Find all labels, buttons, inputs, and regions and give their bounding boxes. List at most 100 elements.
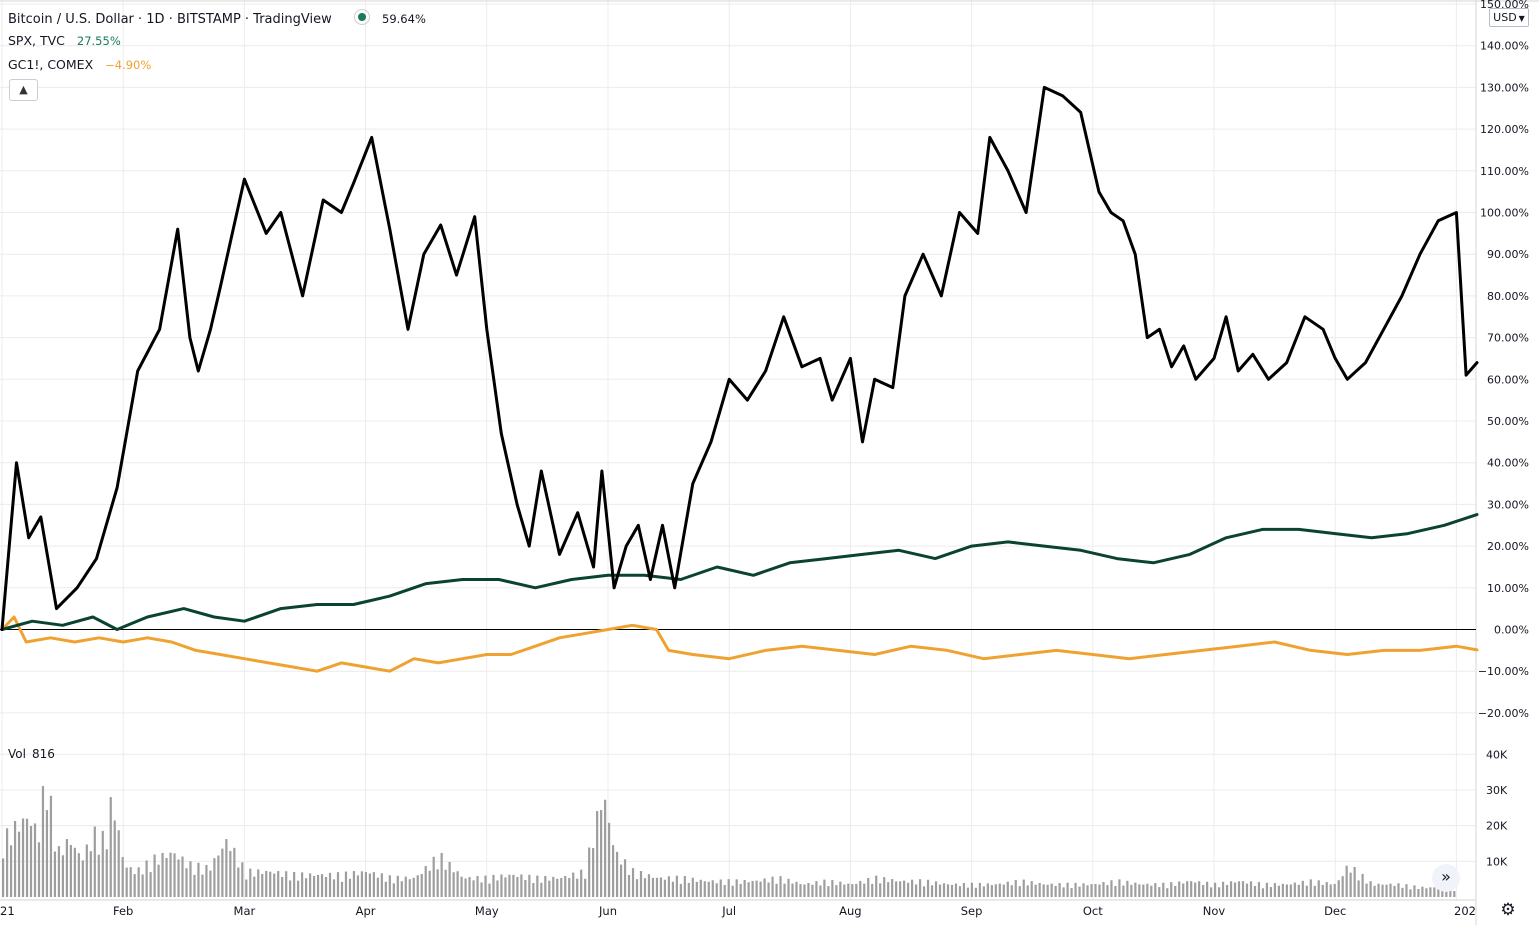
volume-bar xyxy=(1106,885,1109,897)
volume-bar xyxy=(1142,884,1145,897)
volume-bar xyxy=(229,851,232,897)
volume-bar xyxy=(651,877,655,897)
volume-bar xyxy=(1349,872,1352,897)
volume-bar xyxy=(1014,880,1017,897)
volume-bar xyxy=(767,882,770,897)
volume-bar xyxy=(1078,886,1081,897)
legend-gold-row[interactable]: GC1!, COMEX −4.90% xyxy=(8,57,151,73)
volume-bar xyxy=(261,873,264,897)
volume-bar xyxy=(301,872,304,897)
spx-symbol-label[interactable]: SPX, TVC xyxy=(8,33,65,48)
volume-bar xyxy=(217,855,220,897)
volume-bar xyxy=(739,883,742,897)
volume-bar xyxy=(759,881,762,897)
gear-icon[interactable]: ⚙ xyxy=(1500,900,1516,920)
volume-legend[interactable]: Vol 816 xyxy=(8,746,55,762)
volume-bar xyxy=(13,821,17,897)
volume-bar xyxy=(121,857,124,897)
volume-bar xyxy=(21,818,25,897)
volume-bar xyxy=(169,852,172,897)
volume-bar xyxy=(779,876,782,897)
scroll-to-realtime-button[interactable]: » xyxy=(1432,864,1460,892)
volume-bar xyxy=(807,882,810,897)
price-tick-label: 150.00% xyxy=(1480,0,1529,11)
volume-bar xyxy=(316,874,320,897)
volume-bar xyxy=(25,818,29,897)
price-tick-label: 0.00% xyxy=(1494,624,1529,637)
gold-symbol-label[interactable]: GC1!, COMEX xyxy=(8,57,94,72)
volume-bar xyxy=(340,881,344,897)
volume-bar xyxy=(1221,881,1225,897)
market-status-icon xyxy=(353,9,370,25)
volume-bar xyxy=(77,853,80,897)
volume-bar xyxy=(1353,867,1356,897)
volume-bar xyxy=(1453,891,1456,897)
volume-bar xyxy=(843,884,846,897)
volume-bar xyxy=(1401,887,1404,897)
volume-bar xyxy=(639,871,643,897)
volume-bar xyxy=(611,845,615,897)
time-tick-label: Mar xyxy=(234,904,256,918)
volume-bar xyxy=(1190,881,1193,897)
volume-bar xyxy=(1154,883,1157,897)
volume-bar xyxy=(875,875,878,897)
collapse-legend-button[interactable]: ▲ xyxy=(9,79,38,101)
volume-bar xyxy=(903,880,906,897)
volume-bar xyxy=(281,877,284,897)
volume-bar xyxy=(1373,885,1376,897)
volume-bar xyxy=(544,875,547,897)
volume-bar xyxy=(129,867,132,897)
volume-bar xyxy=(1381,884,1384,897)
legend-main-row[interactable]: Bitcoin / U.S. Dollar · 1D · BITSTAMP · … xyxy=(8,9,426,28)
volume-bar xyxy=(727,879,730,897)
volume-bar xyxy=(667,876,671,897)
volume-bar xyxy=(1098,884,1101,897)
volume-bar xyxy=(400,881,403,897)
volume-bar xyxy=(269,871,272,897)
volume-bar xyxy=(922,886,926,897)
volume-tick-label: 20K xyxy=(1486,820,1508,833)
volume-bar xyxy=(372,872,375,897)
volume-bar xyxy=(930,885,934,897)
volume-bar xyxy=(193,874,196,897)
volume-bar xyxy=(1249,881,1253,897)
volume-value: 816 xyxy=(31,747,55,761)
price-tick-label: 60.00% xyxy=(1487,373,1529,386)
volume-tick-label: 10K xyxy=(1486,855,1508,868)
volume-bar xyxy=(1281,883,1284,897)
volume-bar xyxy=(659,877,663,897)
volume-bar xyxy=(324,876,328,897)
volume-bar xyxy=(488,883,491,897)
volume-bar xyxy=(867,878,870,897)
volume-bar xyxy=(241,862,244,897)
volume-bar xyxy=(1309,879,1312,897)
main-symbol-label[interactable]: Bitcoin / U.S. Dollar · 1D · BITSTAMP · … xyxy=(8,12,332,27)
volume-bar xyxy=(962,882,966,897)
volume-bar xyxy=(703,881,706,897)
volume-bar xyxy=(5,828,9,897)
volume-bar xyxy=(1341,876,1344,897)
volume-bar xyxy=(1038,882,1041,897)
volume-bar xyxy=(460,876,463,897)
volume-bar xyxy=(41,786,45,897)
volume-bar xyxy=(926,879,930,897)
volume-bar xyxy=(891,879,894,897)
volume-bar xyxy=(1317,880,1320,897)
legend-spx-row[interactable]: SPX, TVC 27.55% xyxy=(8,33,121,49)
volume-bar xyxy=(33,823,37,897)
volume-tick-label: 30K xyxy=(1486,784,1508,797)
gold-value: −4.90% xyxy=(105,58,152,72)
volume-bar xyxy=(412,877,415,897)
currency-select[interactable]: USD ▼ xyxy=(1489,8,1529,27)
volume-bar xyxy=(149,872,152,897)
volume-bar xyxy=(719,879,722,897)
price-tick-label: 10.00% xyxy=(1487,582,1529,595)
volume-bar xyxy=(508,874,511,897)
volume-bar xyxy=(185,868,188,897)
volume-bar xyxy=(1245,883,1249,897)
volume-bar xyxy=(911,879,914,897)
volume-bar xyxy=(835,885,838,897)
volume-bar xyxy=(1233,882,1237,897)
volume-bar xyxy=(1150,885,1153,897)
volume-bar xyxy=(1393,885,1396,897)
